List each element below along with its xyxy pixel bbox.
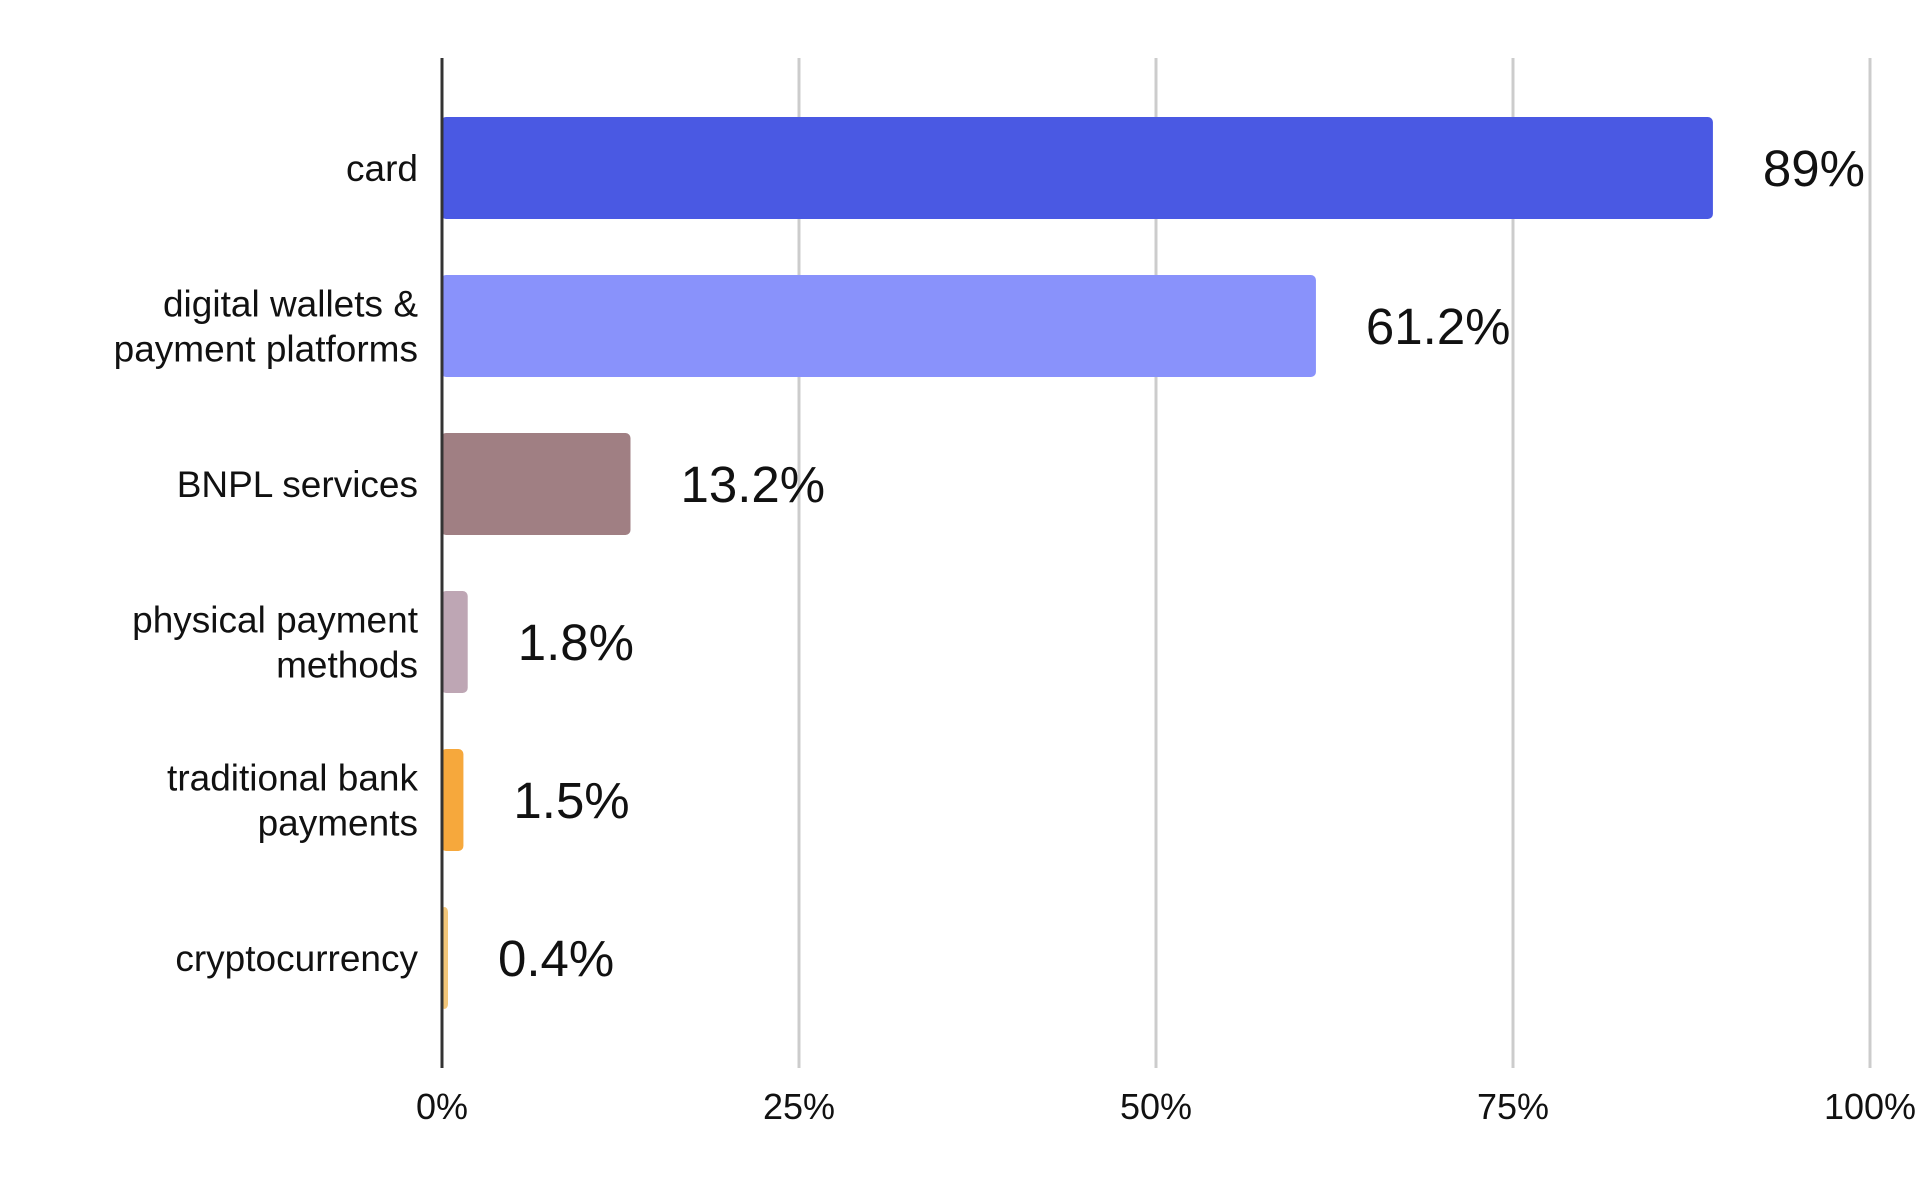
category-label-3-line-1: methods [276,645,418,686]
bar-2 [441,433,631,535]
bar-0 [441,117,1713,219]
x-tick-label-0: 0% [416,1086,468,1127]
grid-layer [797,58,1872,1068]
category-label-2: BNPL services [177,464,418,505]
x-tick-label-75: 75% [1477,1086,1549,1127]
category-label-0: card [346,148,418,189]
x-tick-label-100: 100% [1824,1086,1916,1127]
category-label-4-line-1: payments [258,803,418,844]
bar-1 [441,275,1316,377]
value-label-3: 1.8% [518,614,634,671]
value-label-2: 13.2% [680,456,825,513]
category-label-4-line-0: traditional bank [167,758,418,799]
value-label-1: 61.2% [1366,298,1511,355]
x-tick-label-25: 25% [763,1086,835,1127]
category-label-1-line-1: payment platforms [114,329,418,370]
label-layer: 0% 25% 50% 75% 100%card 89%digital wallets &p… [114,140,1916,1127]
bar-3 [441,591,468,693]
value-label-0: 89% [1763,140,1865,197]
bar-layer [441,117,1713,1009]
value-label-5: 0.4% [498,930,614,987]
category-label-3-line-0: physical payment [132,600,419,641]
bar-4 [441,749,464,851]
x-tick-label-50: 50% [1120,1086,1192,1127]
value-label-4: 1.5% [513,772,629,829]
category-label-1-line-0: digital wallets & [163,284,418,325]
category-label-5: cryptocurrency [175,938,418,979]
